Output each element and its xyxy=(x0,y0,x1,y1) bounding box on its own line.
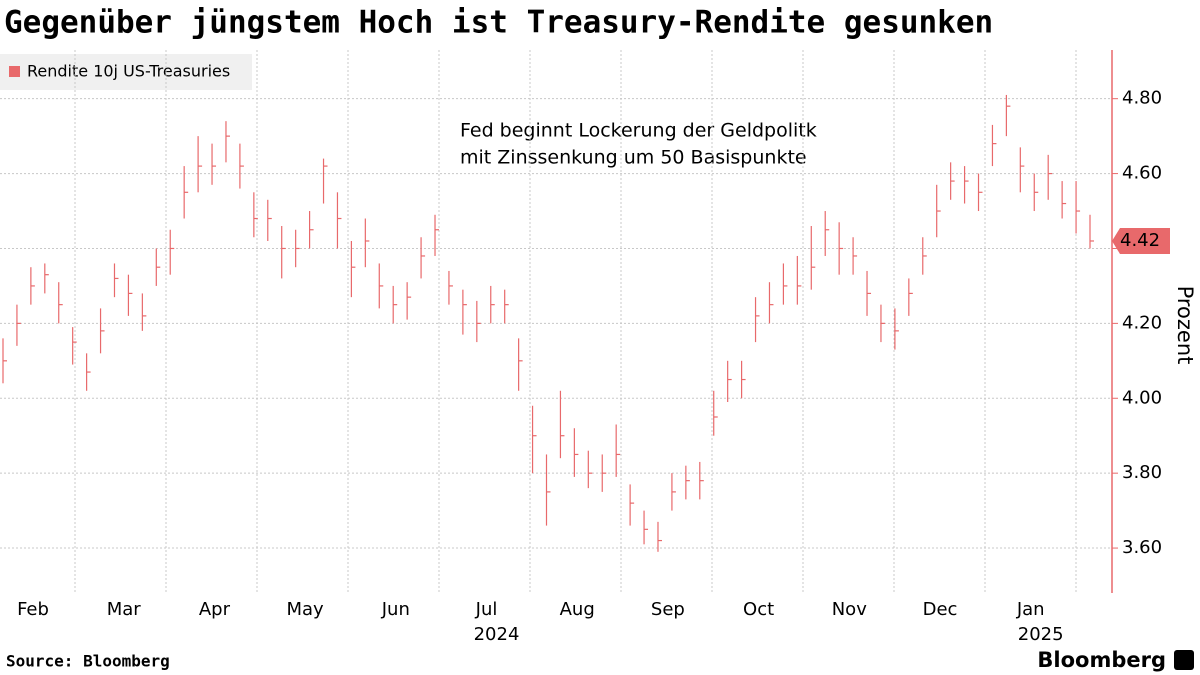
x-tick-label: Apr xyxy=(199,599,231,620)
x-tick-label: Feb xyxy=(17,599,49,620)
y-axis-label: Prozent xyxy=(1173,286,1197,365)
x-tick-label: Mar xyxy=(107,599,142,620)
x-tick-label: Jul xyxy=(475,599,498,620)
x-tick-label: Nov xyxy=(832,599,867,620)
y-tick-label: 4.80 xyxy=(1122,88,1162,109)
x-tick-label: Sep xyxy=(651,599,685,620)
legend-swatch xyxy=(9,66,20,77)
x-tick-label: Dec xyxy=(923,599,958,620)
y-tick-label: 3.60 xyxy=(1122,537,1162,558)
x-tick-label: Aug xyxy=(560,599,595,620)
last-value-label: 4.42 xyxy=(1120,230,1160,251)
annotation: Fed beginnt Lockerung der Geldpolitk xyxy=(460,120,817,142)
chart-title: Gegenüber jüngstem Hoch ist Treasury-Ren… xyxy=(4,5,993,41)
annotation: mit Zinssenkung um 50 Basispunkte xyxy=(460,147,807,169)
source: Source: Bloomberg xyxy=(6,652,170,671)
x-tick-label: Jun xyxy=(381,599,410,620)
last-value-box xyxy=(1112,227,1170,254)
x-year-label: 2024 xyxy=(474,624,520,645)
y-tick-label: 4.20 xyxy=(1122,312,1162,333)
y-tick-label: 4.00 xyxy=(1122,387,1162,408)
x-year-label: 2025 xyxy=(1018,624,1064,645)
brand-icon xyxy=(1174,650,1194,670)
x-tick-label: Jan xyxy=(1016,599,1045,620)
x-tick-label: Oct xyxy=(743,599,774,620)
y-tick-label: 3.80 xyxy=(1122,462,1162,483)
brand: Bloomberg xyxy=(1037,648,1166,672)
legend-label: Rendite 10j US-Treasuries xyxy=(27,62,230,81)
legend-box xyxy=(0,54,252,90)
x-tick-label: May xyxy=(286,599,324,620)
y-tick-label: 4.60 xyxy=(1122,163,1162,184)
